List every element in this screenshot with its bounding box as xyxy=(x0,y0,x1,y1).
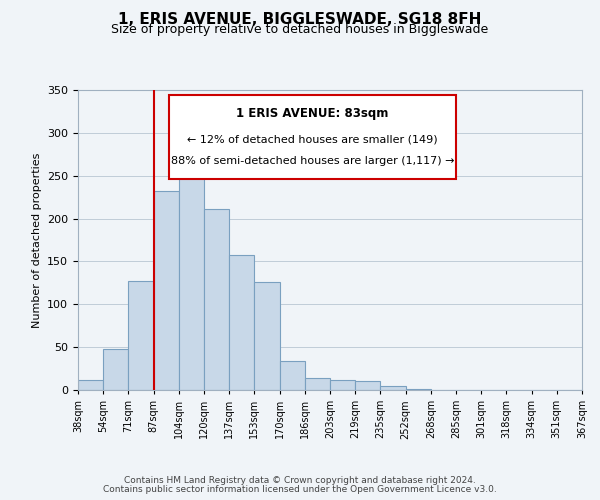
Text: Contains HM Land Registry data © Crown copyright and database right 2024.: Contains HM Land Registry data © Crown c… xyxy=(124,476,476,485)
Bar xyxy=(154,191,179,390)
Bar xyxy=(280,361,305,390)
Text: Size of property relative to detached houses in Biggleswade: Size of property relative to detached ho… xyxy=(112,24,488,36)
Bar xyxy=(229,256,254,390)
Bar xyxy=(103,349,128,390)
Bar xyxy=(355,382,380,390)
Text: ← 12% of detached houses are smaller (149): ← 12% of detached houses are smaller (14… xyxy=(187,135,437,145)
Bar xyxy=(305,378,330,390)
FancyBboxPatch shape xyxy=(169,94,456,178)
Bar xyxy=(254,282,280,390)
Y-axis label: Number of detached properties: Number of detached properties xyxy=(32,152,41,328)
Bar xyxy=(179,148,204,390)
Text: Contains public sector information licensed under the Open Government Licence v3: Contains public sector information licen… xyxy=(103,485,497,494)
Text: 1 ERIS AVENUE: 83sqm: 1 ERIS AVENUE: 83sqm xyxy=(236,107,389,120)
Text: 1, ERIS AVENUE, BIGGLESWADE, SG18 8FH: 1, ERIS AVENUE, BIGGLESWADE, SG18 8FH xyxy=(118,12,482,28)
Bar xyxy=(406,389,431,390)
Bar xyxy=(78,380,103,390)
Bar xyxy=(204,209,229,390)
Bar xyxy=(380,386,406,390)
Bar xyxy=(128,281,154,390)
Text: 88% of semi-detached houses are larger (1,117) →: 88% of semi-detached houses are larger (… xyxy=(170,156,454,166)
Bar xyxy=(330,380,355,390)
